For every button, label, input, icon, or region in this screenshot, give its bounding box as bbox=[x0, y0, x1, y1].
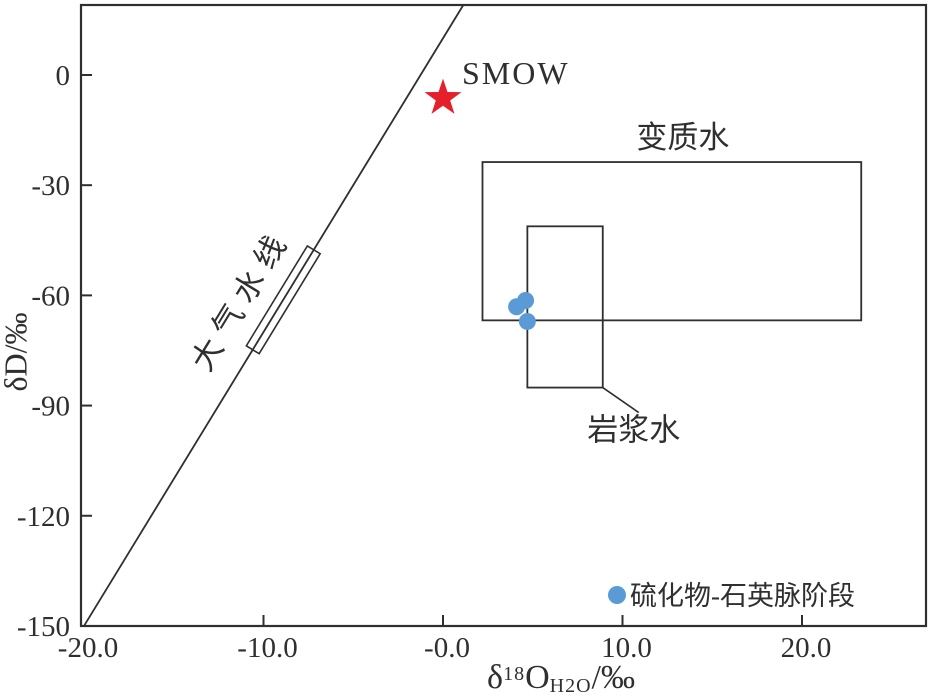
x-axis-title-main: O bbox=[525, 659, 550, 696]
data-point bbox=[508, 298, 526, 316]
x-axis-title: δ18OH2O/‰ bbox=[487, 659, 635, 698]
legend-label: 硫化物-石英脉阶段 bbox=[630, 581, 855, 611]
y-tick-label: -30 bbox=[31, 170, 70, 202]
meteoric-range-box bbox=[245, 244, 322, 355]
y-tick-label: -90 bbox=[31, 391, 70, 423]
x-tick-label: 20.0 bbox=[781, 632, 832, 664]
x-tick-label: 10.0 bbox=[601, 632, 652, 664]
y-axis-title: δD/‰ bbox=[0, 312, 34, 392]
x-axis-title-prefix: δ bbox=[487, 659, 504, 696]
y-tick-label: -150 bbox=[17, 611, 70, 643]
x-axis-title-suffix: /‰ bbox=[591, 659, 635, 696]
y-tick-label: 0 bbox=[56, 60, 71, 92]
y-tick-label: -120 bbox=[17, 501, 70, 533]
x-tick-label: -20.0 bbox=[58, 632, 118, 664]
plot-border bbox=[79, 3, 928, 628]
meteoric-water-line bbox=[83, 4, 465, 627]
x-tick-label: -0.0 bbox=[424, 632, 470, 664]
metamorphic-water-label: 变质水 bbox=[636, 120, 729, 155]
magmatic-water-box bbox=[526, 225, 604, 389]
x-axis-title-subscript: H2O bbox=[549, 675, 592, 697]
x-axis-title-superscript: 18 bbox=[503, 663, 526, 685]
data-point bbox=[518, 312, 536, 330]
smow-label: SMOW bbox=[462, 55, 570, 91]
smow-star-icon bbox=[424, 78, 462, 114]
x-tick-label: -10.0 bbox=[237, 632, 297, 664]
metamorphic-water-box bbox=[481, 161, 863, 322]
magmatic-water-label: 岩浆水 bbox=[587, 413, 680, 448]
legend-marker-icon bbox=[608, 586, 626, 604]
y-tick-label: -60 bbox=[31, 280, 70, 312]
meteoric-line-label: 大气水线 bbox=[184, 222, 297, 377]
magmatic-water-leader-line bbox=[602, 386, 640, 414]
